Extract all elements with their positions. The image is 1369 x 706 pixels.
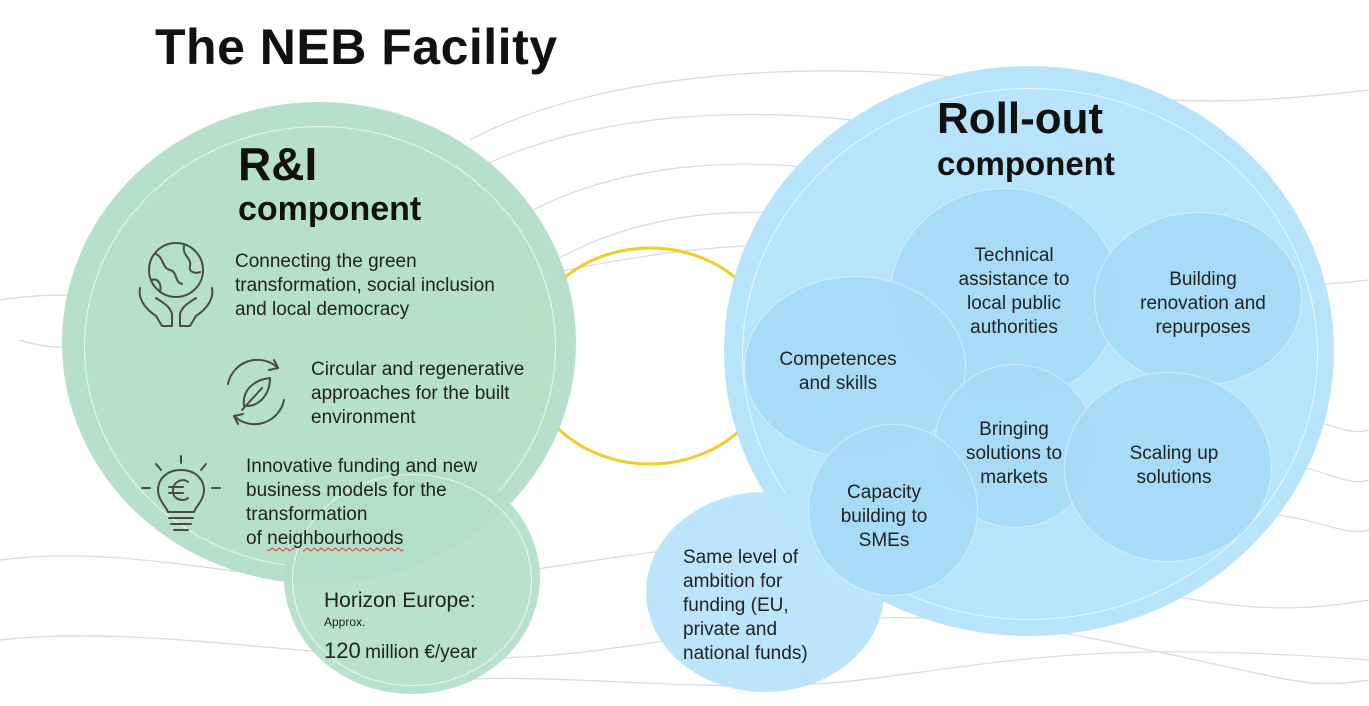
- page-title: The NEB Facility: [155, 19, 558, 75]
- ri-heading: R&I: [238, 138, 318, 190]
- horizon-unit: million €/year: [365, 642, 478, 663]
- horizon-amount-row: 120 million €/year: [324, 638, 477, 664]
- rollout-inner-outline: [742, 88, 1318, 620]
- bubble-bringing-solutions-text: Bringing solutions to markets: [965, 419, 1063, 488]
- ri-item-1-text: Connecting the green transformation, soc…: [235, 251, 495, 320]
- bubble-scaling-up-text: Scaling up solutions: [1129, 443, 1219, 488]
- ri-item-3-prefix: of: [246, 528, 268, 549]
- bubble-competences-text: Competences and skills: [779, 349, 897, 394]
- ri-subheading: component: [238, 190, 422, 228]
- euro-lightbulb-icon: [141, 455, 221, 531]
- bubble-building-renovation-text: Building renovation and repurposes: [1140, 269, 1266, 338]
- bubble-scaling-up: [1064, 372, 1272, 562]
- bubble-technical-assistance-text: Technical assistance to local public aut…: [958, 245, 1070, 338]
- funding-text: Same level of ambition for funding (EU, …: [683, 547, 808, 664]
- ri-item-3-text: Innovative funding and new business mode…: [246, 456, 478, 549]
- globe-hands-icon: [138, 242, 214, 327]
- ri-item-3-last-word: neighbourhoods: [267, 528, 404, 549]
- horizon-amount: 120: [324, 638, 361, 663]
- horizon-inner-outline: [292, 474, 532, 686]
- rollout-subheading: component: [937, 145, 1115, 182]
- horizon-title: Horizon Europe:: [324, 589, 476, 612]
- circular-leaf-icon: [227, 358, 285, 426]
- bubble-capacity-building: [808, 424, 978, 596]
- horizon-approx: Approx.: [324, 615, 366, 629]
- rollout-heading: Roll-out: [937, 94, 1104, 143]
- bubble-capacity-building-text: Capacity building to SMEs: [840, 482, 928, 551]
- bubble-competences: [744, 276, 966, 458]
- bubble-building-renovation: [1094, 212, 1302, 386]
- ri-item-2-text: Circular and regenerative approaches for…: [311, 359, 525, 428]
